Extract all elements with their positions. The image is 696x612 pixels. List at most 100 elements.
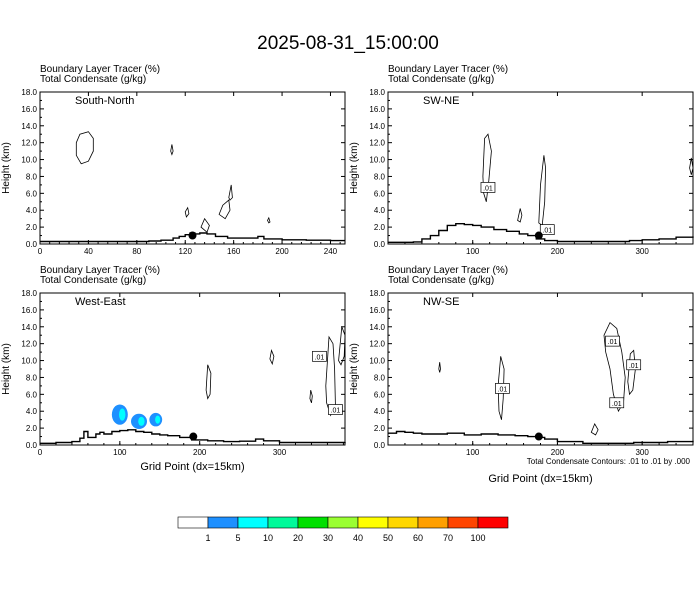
contour-label-box: [480, 182, 496, 193]
condensate-contour: [627, 349, 636, 396]
x-tick-label: 200: [551, 448, 565, 457]
terrain-line: [40, 232, 345, 243]
colorbar-swatch: [267, 516, 299, 529]
y-tick-label: 8.0: [374, 373, 386, 382]
contour-label: .01: [542, 228, 552, 235]
colorbar-label: 70: [443, 533, 453, 543]
y-tick-label: 10.0: [21, 357, 37, 366]
y-tick-label: 10.0: [21, 156, 37, 165]
y-tick-label: 12.0: [21, 139, 37, 148]
colorbar-swatch: [387, 516, 419, 529]
contour-label: .01: [608, 339, 618, 346]
condensate-contour: [325, 335, 336, 417]
condensate-contour: [267, 216, 271, 224]
y-tick-label: 2.0: [26, 424, 38, 433]
panel-header-condensate: Total Condensate (g/kg): [388, 74, 494, 85]
plot-frame: [39, 292, 346, 446]
y-tick-label: 4.0: [26, 407, 38, 416]
x-tick-label: 40: [84, 247, 93, 256]
x-axis-label: Grid Point (dx=15km): [140, 461, 244, 473]
colorbar-label: 30: [323, 533, 333, 543]
panel-nw-se: Boundary Layer Tracer (%)Total Condensat…: [349, 265, 694, 485]
condensate-contour: [309, 389, 313, 403]
colorbar: 1 5 10 20 30 40 50 60 70 100: [177, 516, 509, 543]
colorbar-label: 60: [413, 533, 423, 543]
y-axis-label: Height (km): [1, 142, 12, 194]
contour-label: .01: [629, 363, 639, 370]
y-axis-label: Height (km): [349, 343, 360, 395]
y-tick-label: 18.0: [369, 289, 385, 298]
colorbar-label: 10: [263, 533, 273, 543]
condensate-contour: [689, 157, 694, 175]
condensate-contour: [184, 206, 190, 218]
colorbar-swatch: [177, 516, 209, 529]
y-tick-label: 6.0: [26, 390, 38, 399]
contour-label-box: [539, 224, 555, 235]
x-tick-label: 80: [132, 247, 141, 256]
y-tick-label: 18.0: [21, 289, 37, 298]
y-tick-label: 8.0: [26, 373, 38, 382]
tracer-shading-edge: [138, 416, 145, 426]
tracer-shading-edge: [119, 408, 126, 421]
colorbar-swatch: [327, 516, 359, 529]
y-tick-label: 0.0: [374, 240, 386, 249]
tracer-shading-edge: [155, 415, 161, 424]
colorbar-swatch: [357, 516, 389, 529]
y-tick-label: 2.0: [374, 424, 386, 433]
y-tick-label: 6.0: [374, 189, 386, 198]
x-tick-label: 120: [179, 247, 193, 256]
x-tick-label: 160: [227, 247, 241, 256]
colorbar-swatch: [447, 516, 479, 529]
panel-header-tracer: Boundary Layer Tracer (%): [388, 265, 508, 276]
panel-sw-ne: Boundary Layer Tracer (%)Total Condensat…: [349, 64, 694, 256]
condensate-contour: [200, 217, 210, 233]
panel-header-condensate: Total Condensate (g/kg): [388, 275, 494, 286]
condensate-contour: [497, 356, 505, 420]
panel-west-east: Boundary Layer Tracer (%)Total Condensat…: [1, 265, 346, 473]
condensate-contour: [338, 326, 346, 366]
condensate-contour: [517, 208, 523, 223]
colorbar-swatch: [417, 516, 449, 529]
y-tick-label: 12.0: [21, 340, 37, 349]
location-marker: [534, 432, 543, 441]
colorbar-label: 20: [293, 533, 303, 543]
panel-label: South-North: [75, 95, 134, 107]
y-tick-label: 14.0: [369, 122, 385, 131]
y-tick-label: 16.0: [369, 105, 385, 114]
y-tick-label: 0.0: [26, 441, 38, 450]
contour-label-box: [328, 404, 343, 415]
y-tick-label: 8.0: [374, 172, 386, 181]
plot-frame: [39, 91, 346, 245]
y-tick-label: 6.0: [26, 189, 38, 198]
y-tick-label: 2.0: [374, 223, 386, 232]
terrain-line: [388, 430, 694, 444]
x-tick-label: 100: [466, 247, 480, 256]
panel-south-north: Boundary Layer Tracer (%)Total Condensat…: [1, 64, 346, 256]
panel-header-tracer: Boundary Layer Tracer (%): [40, 265, 160, 276]
contour-label-box: [626, 359, 642, 371]
panel-header-condensate: Total Condensate (g/kg): [40, 74, 146, 85]
condensate-contour: [228, 184, 233, 201]
colorbar-label: 1: [205, 533, 210, 543]
colorbar-label: 5: [235, 533, 240, 543]
contour-label: .01: [498, 386, 508, 393]
contour-label: .01: [315, 354, 325, 361]
y-axis-label: Height (km): [349, 142, 360, 194]
condensate-contour: [438, 362, 441, 373]
y-tick-label: 12.0: [369, 139, 385, 148]
y-tick-label: 0.0: [26, 240, 38, 249]
colorbar-label: 100: [470, 533, 485, 543]
plot-frame: [387, 292, 694, 446]
y-tick-label: 8.0: [26, 172, 38, 181]
terrain-line: [388, 223, 694, 243]
footer-note: Total Condensate Contours: .01 to .01 by…: [527, 457, 691, 466]
y-tick-label: 16.0: [369, 306, 385, 315]
y-tick-label: 10.0: [369, 357, 385, 366]
colorbar-swatch: [207, 516, 239, 529]
location-marker: [188, 231, 197, 240]
terrain-line: [40, 429, 346, 444]
y-tick-label: 14.0: [21, 122, 37, 131]
y-tick-label: 4.0: [374, 206, 386, 215]
plot-frame: [387, 91, 694, 245]
